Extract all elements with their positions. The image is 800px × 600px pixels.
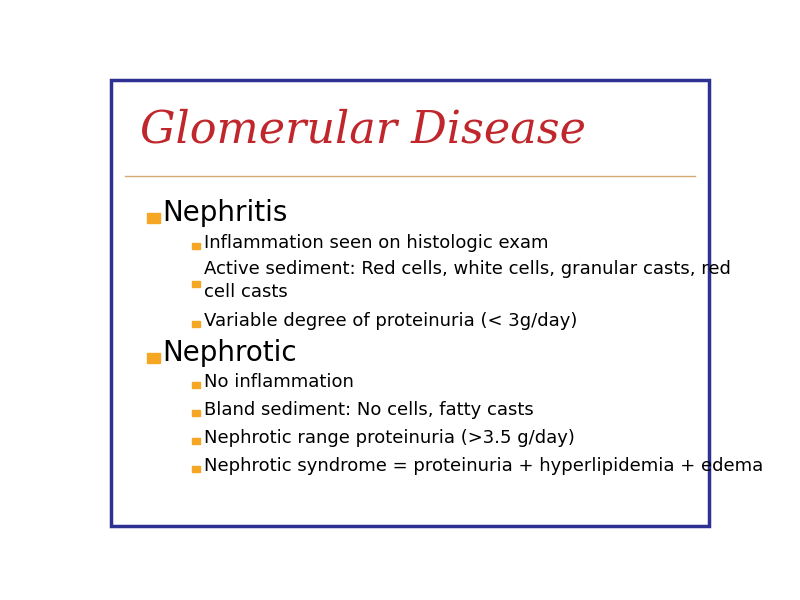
Bar (146, 213, 160, 223)
FancyBboxPatch shape (111, 80, 709, 526)
Bar (192, 466, 200, 472)
Bar (192, 410, 200, 416)
Text: Nephrotic: Nephrotic (162, 339, 297, 367)
Bar (146, 353, 160, 363)
Bar (192, 281, 200, 287)
Text: Inflammation seen on histologic exam: Inflammation seen on histologic exam (204, 234, 549, 252)
Text: Nephrotic range proteinuria (>3.5 g/day): Nephrotic range proteinuria (>3.5 g/day) (204, 429, 575, 447)
Bar (192, 243, 200, 249)
Text: Nephritis: Nephritis (162, 199, 287, 227)
Text: Variable degree of proteinuria (< 3g/day): Variable degree of proteinuria (< 3g/day… (204, 311, 578, 329)
Bar (192, 438, 200, 444)
Text: Bland sediment: No cells, fatty casts: Bland sediment: No cells, fatty casts (204, 401, 534, 419)
Text: No inflammation: No inflammation (204, 373, 354, 391)
Text: Active sediment: Red cells, white cells, granular casts, red
cell casts: Active sediment: Red cells, white cells,… (204, 260, 731, 301)
Text: Glomerular Disease: Glomerular Disease (140, 108, 586, 151)
Bar (192, 320, 200, 326)
Bar (192, 382, 200, 388)
Text: Nephrotic syndrome = proteinuria + hyperlipidemia + edema: Nephrotic syndrome = proteinuria + hyper… (204, 457, 763, 475)
